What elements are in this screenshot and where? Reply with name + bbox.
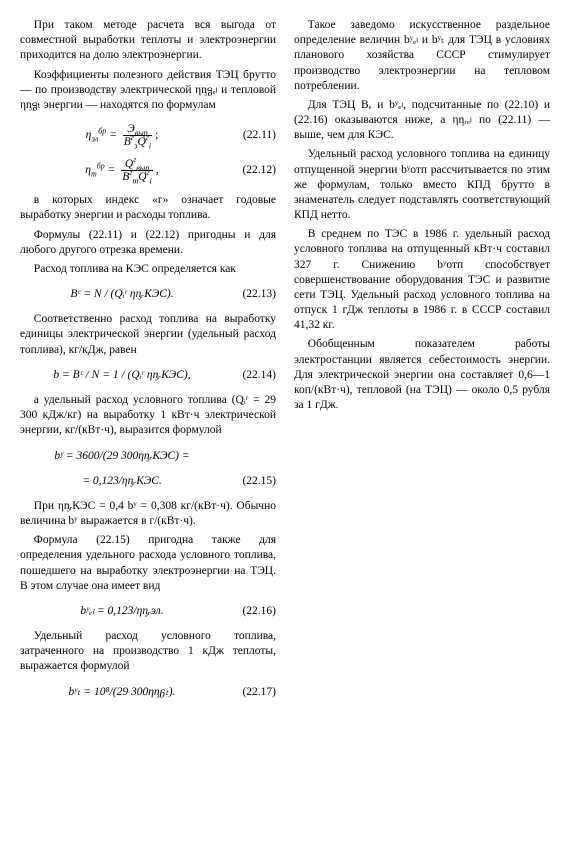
paragraph: В среднем по ТЭС в 1986 г. удельный расх…	[294, 227, 550, 333]
sup: бр	[97, 162, 105, 171]
paragraph: Обобщенным показателем работы электроста…	[294, 337, 550, 413]
paragraph: в которых индекс «г» означает годовые вы…	[20, 193, 276, 223]
paragraph: Коэффициенты полезного действия ТЭЦ брут…	[20, 68, 276, 114]
equation-number: (22.14)	[224, 368, 276, 383]
sup: бр	[98, 126, 106, 135]
paragraph: Расход топлива на КЭС определяется как	[20, 262, 276, 277]
equation-22-15b: = 0,123/ηᶇᵣКЭС. (22.15)	[20, 474, 276, 489]
equation-text: = 0,123/ηᶇᵣКЭС.	[20, 474, 224, 489]
paragraph: При ηᶇᵣКЭС = 0,4 bʸ = 0,308 кг/(кВт·ч). …	[20, 499, 276, 529]
equation-22-17: bʸₜ = 10⁸/(29 300ηᶇᵷₜ). (22.17)	[20, 685, 276, 700]
paragraph: Соответственно расход топлива на выработ…	[20, 312, 276, 358]
left-column: При таком методе расчета вся выгода от с…	[20, 18, 276, 852]
equation-text: bʸₑₗ = 0,123/ηᶇᵣэл.	[20, 604, 224, 619]
equation-number: (22.17)	[224, 685, 276, 700]
equation-text: b = Bᶜ / N = 1 / (Qᵢʳ ηᶇᵣКЭС),	[20, 368, 224, 383]
equation-22-11: ηэлбр = Эвыр BгэQгi ; (22.11)	[20, 123, 276, 148]
var: Q	[138, 171, 146, 183]
paragraph: Для ТЭЦ Bₑ и bʸₑₗ, подсчитанные по (22.1…	[294, 98, 550, 144]
equation-text: Bᶜ = N / (Qᵢʳ ηᶇᵣКЭС).	[20, 287, 224, 302]
paragraph: Удельный расход условного топлива, затра…	[20, 629, 276, 675]
punct: ;	[155, 129, 158, 141]
sub: т	[91, 170, 97, 179]
equation-text: bʸₜ = 10⁸/(29 300ηᶇᵷₜ).	[20, 685, 224, 700]
sub: i	[150, 177, 152, 186]
sub: эл	[91, 135, 98, 144]
equation-number: (22.15)	[224, 474, 276, 489]
right-column: Такое заведомо искусственное раздельное …	[294, 18, 550, 852]
paragraph: При таком методе расчета вся выгода от с…	[20, 18, 276, 64]
paragraph: Удельный расход условного топлива на еди…	[294, 147, 550, 223]
page: При таком методе расчета вся выгода от с…	[0, 0, 566, 864]
paragraph: Формула (22.15) пригодна также для опред…	[20, 533, 276, 594]
equation-22-13: Bᶜ = N / (Qᵢʳ ηᶇᵣКЭС). (22.13)	[20, 287, 276, 302]
var: B	[124, 136, 131, 148]
equation-number: (22.16)	[224, 604, 276, 619]
punct: ,	[156, 164, 159, 176]
paragraph: а удельный расход условного топлива (Qᵢʳ…	[20, 393, 276, 439]
equation-number: (22.11)	[224, 128, 276, 143]
equation-text: bʸ = 3600/(29 300ηᶇᵣКЭС) =	[20, 449, 224, 464]
equation-number: (22.12)	[224, 163, 276, 178]
equation-number: (22.13)	[224, 287, 276, 302]
sub: i	[149, 141, 151, 150]
paragraph: Формулы (22.11) и (22.12) пригодны и для…	[20, 228, 276, 258]
var: Q	[137, 136, 145, 148]
equation-22-12: ηтбр = Qгвыр BгтQгi , (22.12)	[20, 158, 276, 183]
equation-22-15a: bʸ = 3600/(29 300ηᶇᵣКЭС) =	[20, 449, 276, 464]
paragraph: Такое заведомо искусственное раздельное …	[294, 18, 550, 94]
equation-22-16: bʸₑₗ = 0,123/ηᶇᵣэл. (22.16)	[20, 604, 276, 619]
equation-22-14: b = Bᶜ / N = 1 / (Qᵢʳ ηᶇᵣКЭС), (22.14)	[20, 368, 276, 383]
